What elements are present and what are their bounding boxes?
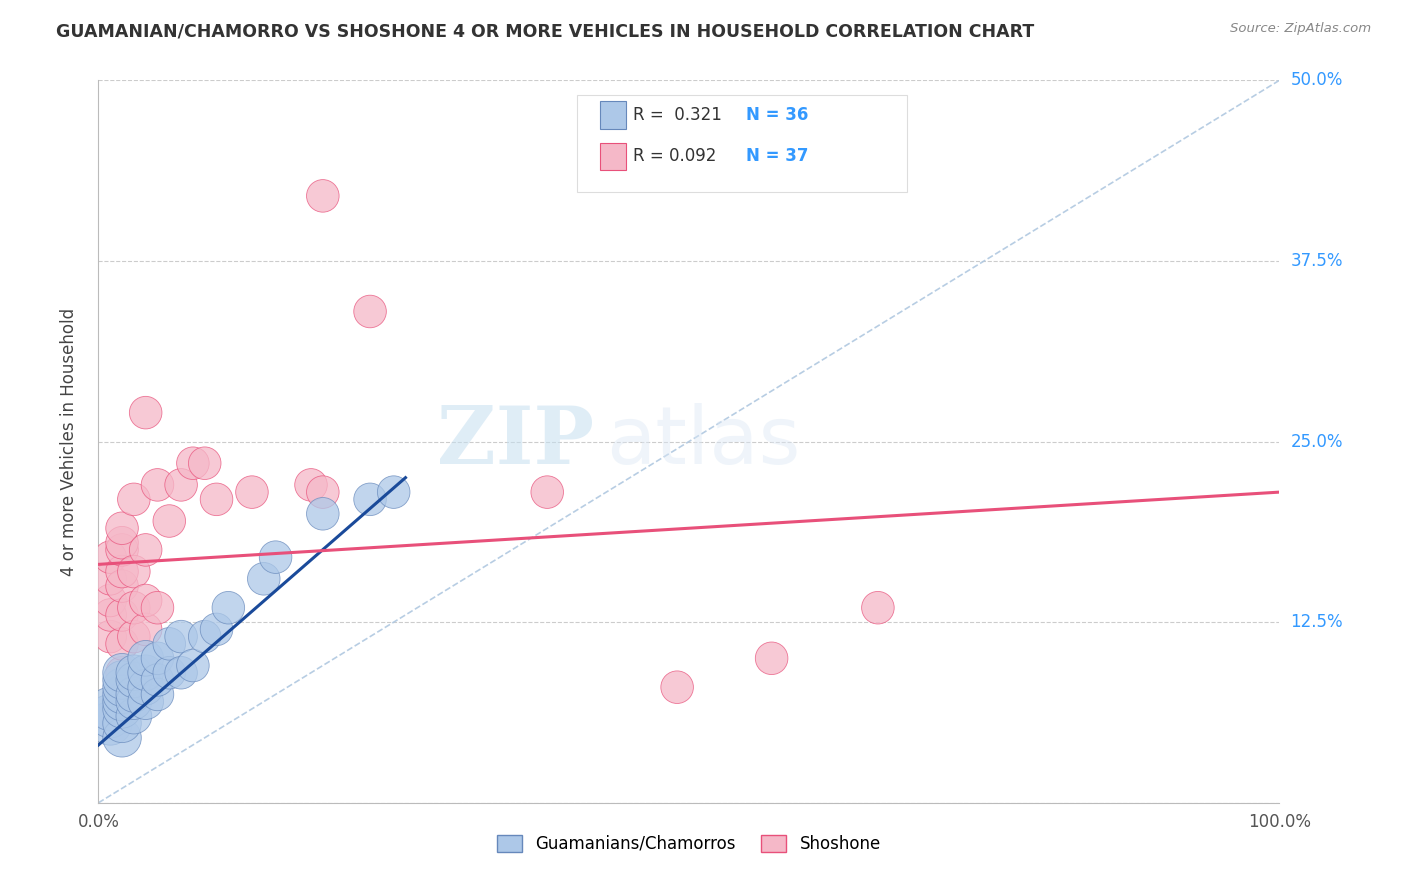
- Point: [122, 709, 145, 723]
- Point: [205, 492, 228, 507]
- Point: [135, 695, 157, 709]
- FancyBboxPatch shape: [576, 95, 907, 193]
- Text: ZIP: ZIP: [437, 402, 595, 481]
- Point: [111, 680, 134, 694]
- Point: [181, 456, 204, 470]
- Text: N = 36: N = 36: [745, 106, 808, 124]
- Point: [312, 507, 335, 521]
- Point: [181, 658, 204, 673]
- Point: [299, 478, 322, 492]
- Text: Source: ZipAtlas.com: Source: ZipAtlas.com: [1230, 22, 1371, 36]
- Point: [111, 716, 134, 731]
- Point: [312, 189, 335, 203]
- Point: [98, 716, 121, 731]
- Point: [217, 600, 239, 615]
- Point: [312, 485, 335, 500]
- Point: [111, 542, 134, 557]
- Point: [122, 492, 145, 507]
- Point: [146, 687, 169, 701]
- Point: [98, 550, 121, 565]
- Text: atlas: atlas: [606, 402, 800, 481]
- Point: [98, 630, 121, 644]
- Point: [240, 485, 263, 500]
- Point: [111, 731, 134, 745]
- Point: [157, 637, 180, 651]
- Point: [111, 665, 134, 680]
- Text: R = 0.092: R = 0.092: [634, 147, 717, 165]
- Point: [264, 550, 287, 565]
- Point: [170, 630, 193, 644]
- Point: [382, 485, 405, 500]
- Point: [359, 492, 381, 507]
- Point: [111, 607, 134, 622]
- Point: [98, 702, 121, 716]
- Point: [135, 593, 157, 607]
- Text: 12.5%: 12.5%: [1291, 613, 1343, 632]
- Point: [122, 687, 145, 701]
- Text: 37.5%: 37.5%: [1291, 252, 1343, 270]
- Point: [146, 673, 169, 687]
- Point: [170, 478, 193, 492]
- Point: [135, 651, 157, 665]
- Point: [157, 665, 180, 680]
- Point: [111, 702, 134, 716]
- Bar: [600, 101, 626, 128]
- Point: [122, 600, 145, 615]
- Point: [98, 593, 121, 607]
- Point: [157, 514, 180, 528]
- Point: [146, 651, 169, 665]
- Point: [98, 572, 121, 586]
- Point: [146, 600, 169, 615]
- Point: [98, 607, 121, 622]
- Text: 25.0%: 25.0%: [1291, 433, 1343, 450]
- Legend: Guamanians/Chamorros, Shoshone: Guamanians/Chamorros, Shoshone: [491, 828, 887, 860]
- Point: [111, 673, 134, 687]
- Point: [122, 665, 145, 680]
- Point: [122, 673, 145, 687]
- Text: R =  0.321: R = 0.321: [634, 106, 723, 124]
- Point: [111, 521, 134, 535]
- Point: [135, 665, 157, 680]
- Point: [122, 565, 145, 579]
- Point: [111, 637, 134, 651]
- Point: [111, 695, 134, 709]
- Point: [135, 406, 157, 420]
- Point: [111, 687, 134, 701]
- Y-axis label: 4 or more Vehicles in Household: 4 or more Vehicles in Household: [59, 308, 77, 575]
- Point: [122, 695, 145, 709]
- Point: [146, 478, 169, 492]
- Point: [866, 600, 889, 615]
- Bar: [600, 143, 626, 170]
- Point: [111, 665, 134, 680]
- Point: [111, 565, 134, 579]
- Point: [98, 709, 121, 723]
- Point: [536, 485, 558, 500]
- Point: [135, 623, 157, 637]
- Point: [111, 579, 134, 593]
- Point: [761, 651, 783, 665]
- Point: [170, 665, 193, 680]
- Point: [122, 630, 145, 644]
- Point: [111, 535, 134, 549]
- Text: N = 37: N = 37: [745, 147, 808, 165]
- Point: [666, 680, 689, 694]
- Point: [194, 630, 217, 644]
- Text: 50.0%: 50.0%: [1291, 71, 1343, 89]
- Point: [194, 456, 217, 470]
- Text: GUAMANIAN/CHAMORRO VS SHOSHONE 4 OR MORE VEHICLES IN HOUSEHOLD CORRELATION CHART: GUAMANIAN/CHAMORRO VS SHOSHONE 4 OR MORE…: [56, 22, 1035, 40]
- Point: [205, 623, 228, 637]
- Point: [253, 572, 276, 586]
- Point: [135, 542, 157, 557]
- Point: [135, 680, 157, 694]
- Point: [359, 304, 381, 318]
